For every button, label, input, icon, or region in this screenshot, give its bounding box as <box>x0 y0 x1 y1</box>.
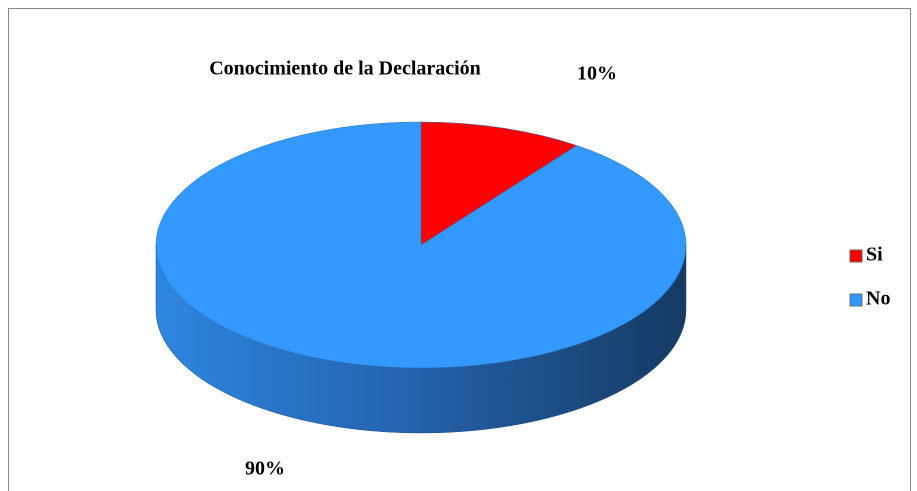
data-label: 10% <box>577 63 617 85</box>
pie <box>155 121 687 434</box>
pie-slice <box>420 121 578 246</box>
legend-label: Si <box>866 244 883 266</box>
chart-title: Conocimiento de la Declaración <box>209 58 481 80</box>
legend: Si No <box>849 244 890 310</box>
legend-label: No <box>866 288 890 310</box>
data-label: 90% <box>245 458 285 480</box>
legend-swatch <box>849 293 863 307</box>
legend-swatch <box>849 249 863 263</box>
pie-slice <box>155 121 687 369</box>
